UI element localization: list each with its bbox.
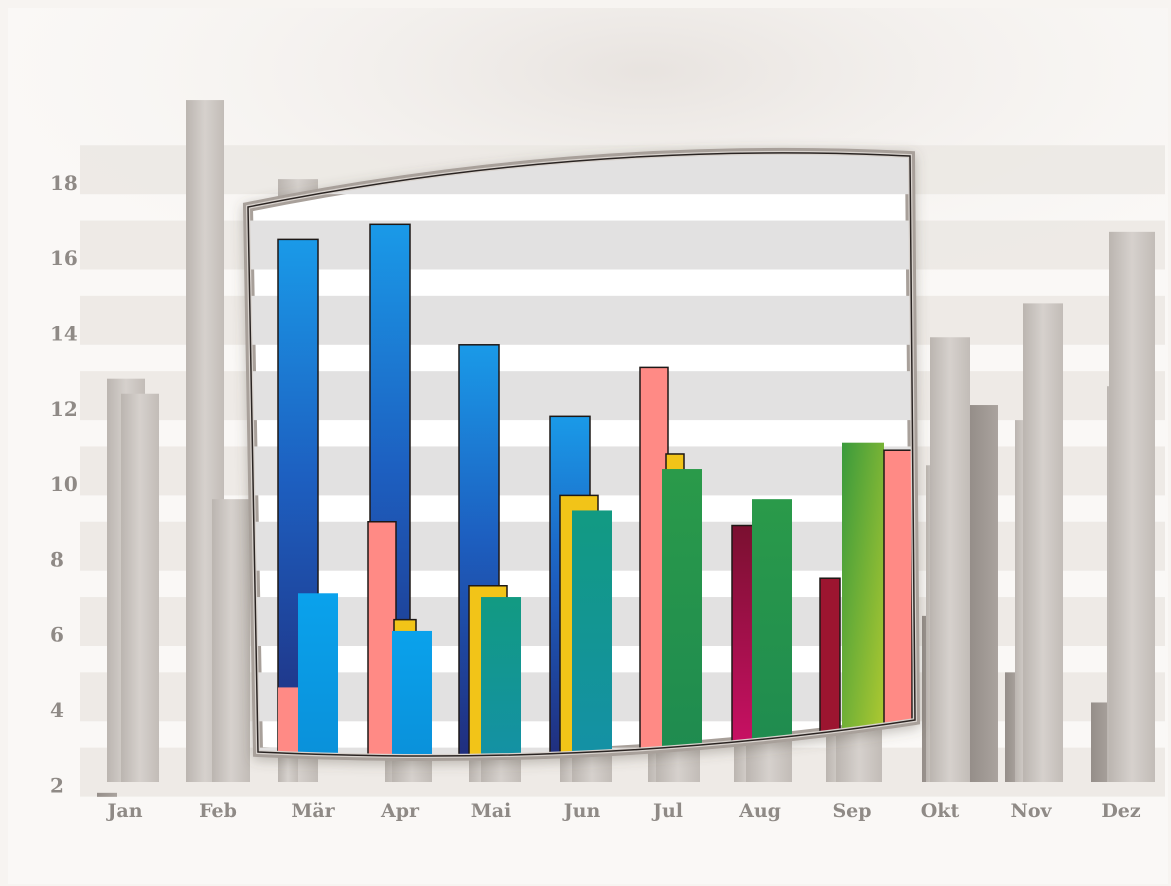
data-bar	[662, 469, 702, 757]
y-tick-label: 14	[50, 322, 78, 346]
background-bar	[212, 499, 250, 782]
y-tick-label: 6	[50, 623, 64, 647]
data-bar	[842, 442, 884, 757]
background-bar	[97, 792, 117, 797]
data-bar	[392, 630, 432, 757]
y-tick-label: 4	[50, 698, 64, 722]
data-bar	[731, 524, 755, 757]
x-tick-label: Jul	[651, 800, 683, 822]
x-tick-label: Aug	[738, 800, 781, 822]
frame-grid-band	[248, 371, 915, 421]
x-tick-label: Mär	[291, 800, 335, 822]
data-bar	[298, 593, 338, 757]
y-tick-label: 16	[50, 246, 78, 270]
background-bar	[1109, 231, 1155, 783]
data-bar	[883, 449, 913, 757]
background-bar	[1023, 303, 1063, 782]
x-tick-label: Feb	[199, 800, 237, 822]
y-tick-label: 2	[50, 773, 64, 797]
frame-grid-band	[248, 295, 915, 345]
y-tick-label: 12	[50, 397, 78, 421]
y-tick-label: 18	[50, 171, 78, 195]
background-bar	[1091, 702, 1111, 782]
y-tick-label: 8	[50, 547, 64, 571]
x-tick-label: Nov	[1010, 800, 1052, 822]
background-bar	[970, 405, 998, 782]
frame-grid-band	[248, 220, 915, 270]
x-tick-label: Jan	[105, 800, 142, 822]
background-bar	[930, 337, 970, 782]
x-tick-label: Dez	[1101, 800, 1141, 822]
x-axis-labels: Jan Feb Mär Apr Mai Jun Jul Aug Sep Okt Nov Dez	[105, 800, 1140, 822]
x-tick-label: Jun	[562, 800, 601, 822]
x-tick-label: Mai	[471, 800, 512, 822]
y-tick-label: 10	[50, 472, 78, 496]
data-bar	[752, 499, 792, 757]
x-tick-label: Okt	[921, 800, 960, 822]
background-bar	[1005, 672, 1017, 782]
x-tick-label: Apr	[380, 800, 420, 822]
background-bar	[121, 393, 159, 782]
data-bar	[572, 510, 612, 757]
data-bar	[819, 577, 841, 757]
data-bar	[278, 687, 300, 757]
foreground-bars	[277, 223, 913, 757]
frame-grid-bands	[248, 152, 915, 757]
x-tick-label: Sep	[832, 800, 871, 822]
y-axis-ticks: 2 4 6 8 10 12 14 16 18	[50, 171, 78, 797]
chart-frame	[242, 147, 921, 761]
data-bar	[367, 521, 397, 757]
data-bar	[481, 597, 521, 757]
